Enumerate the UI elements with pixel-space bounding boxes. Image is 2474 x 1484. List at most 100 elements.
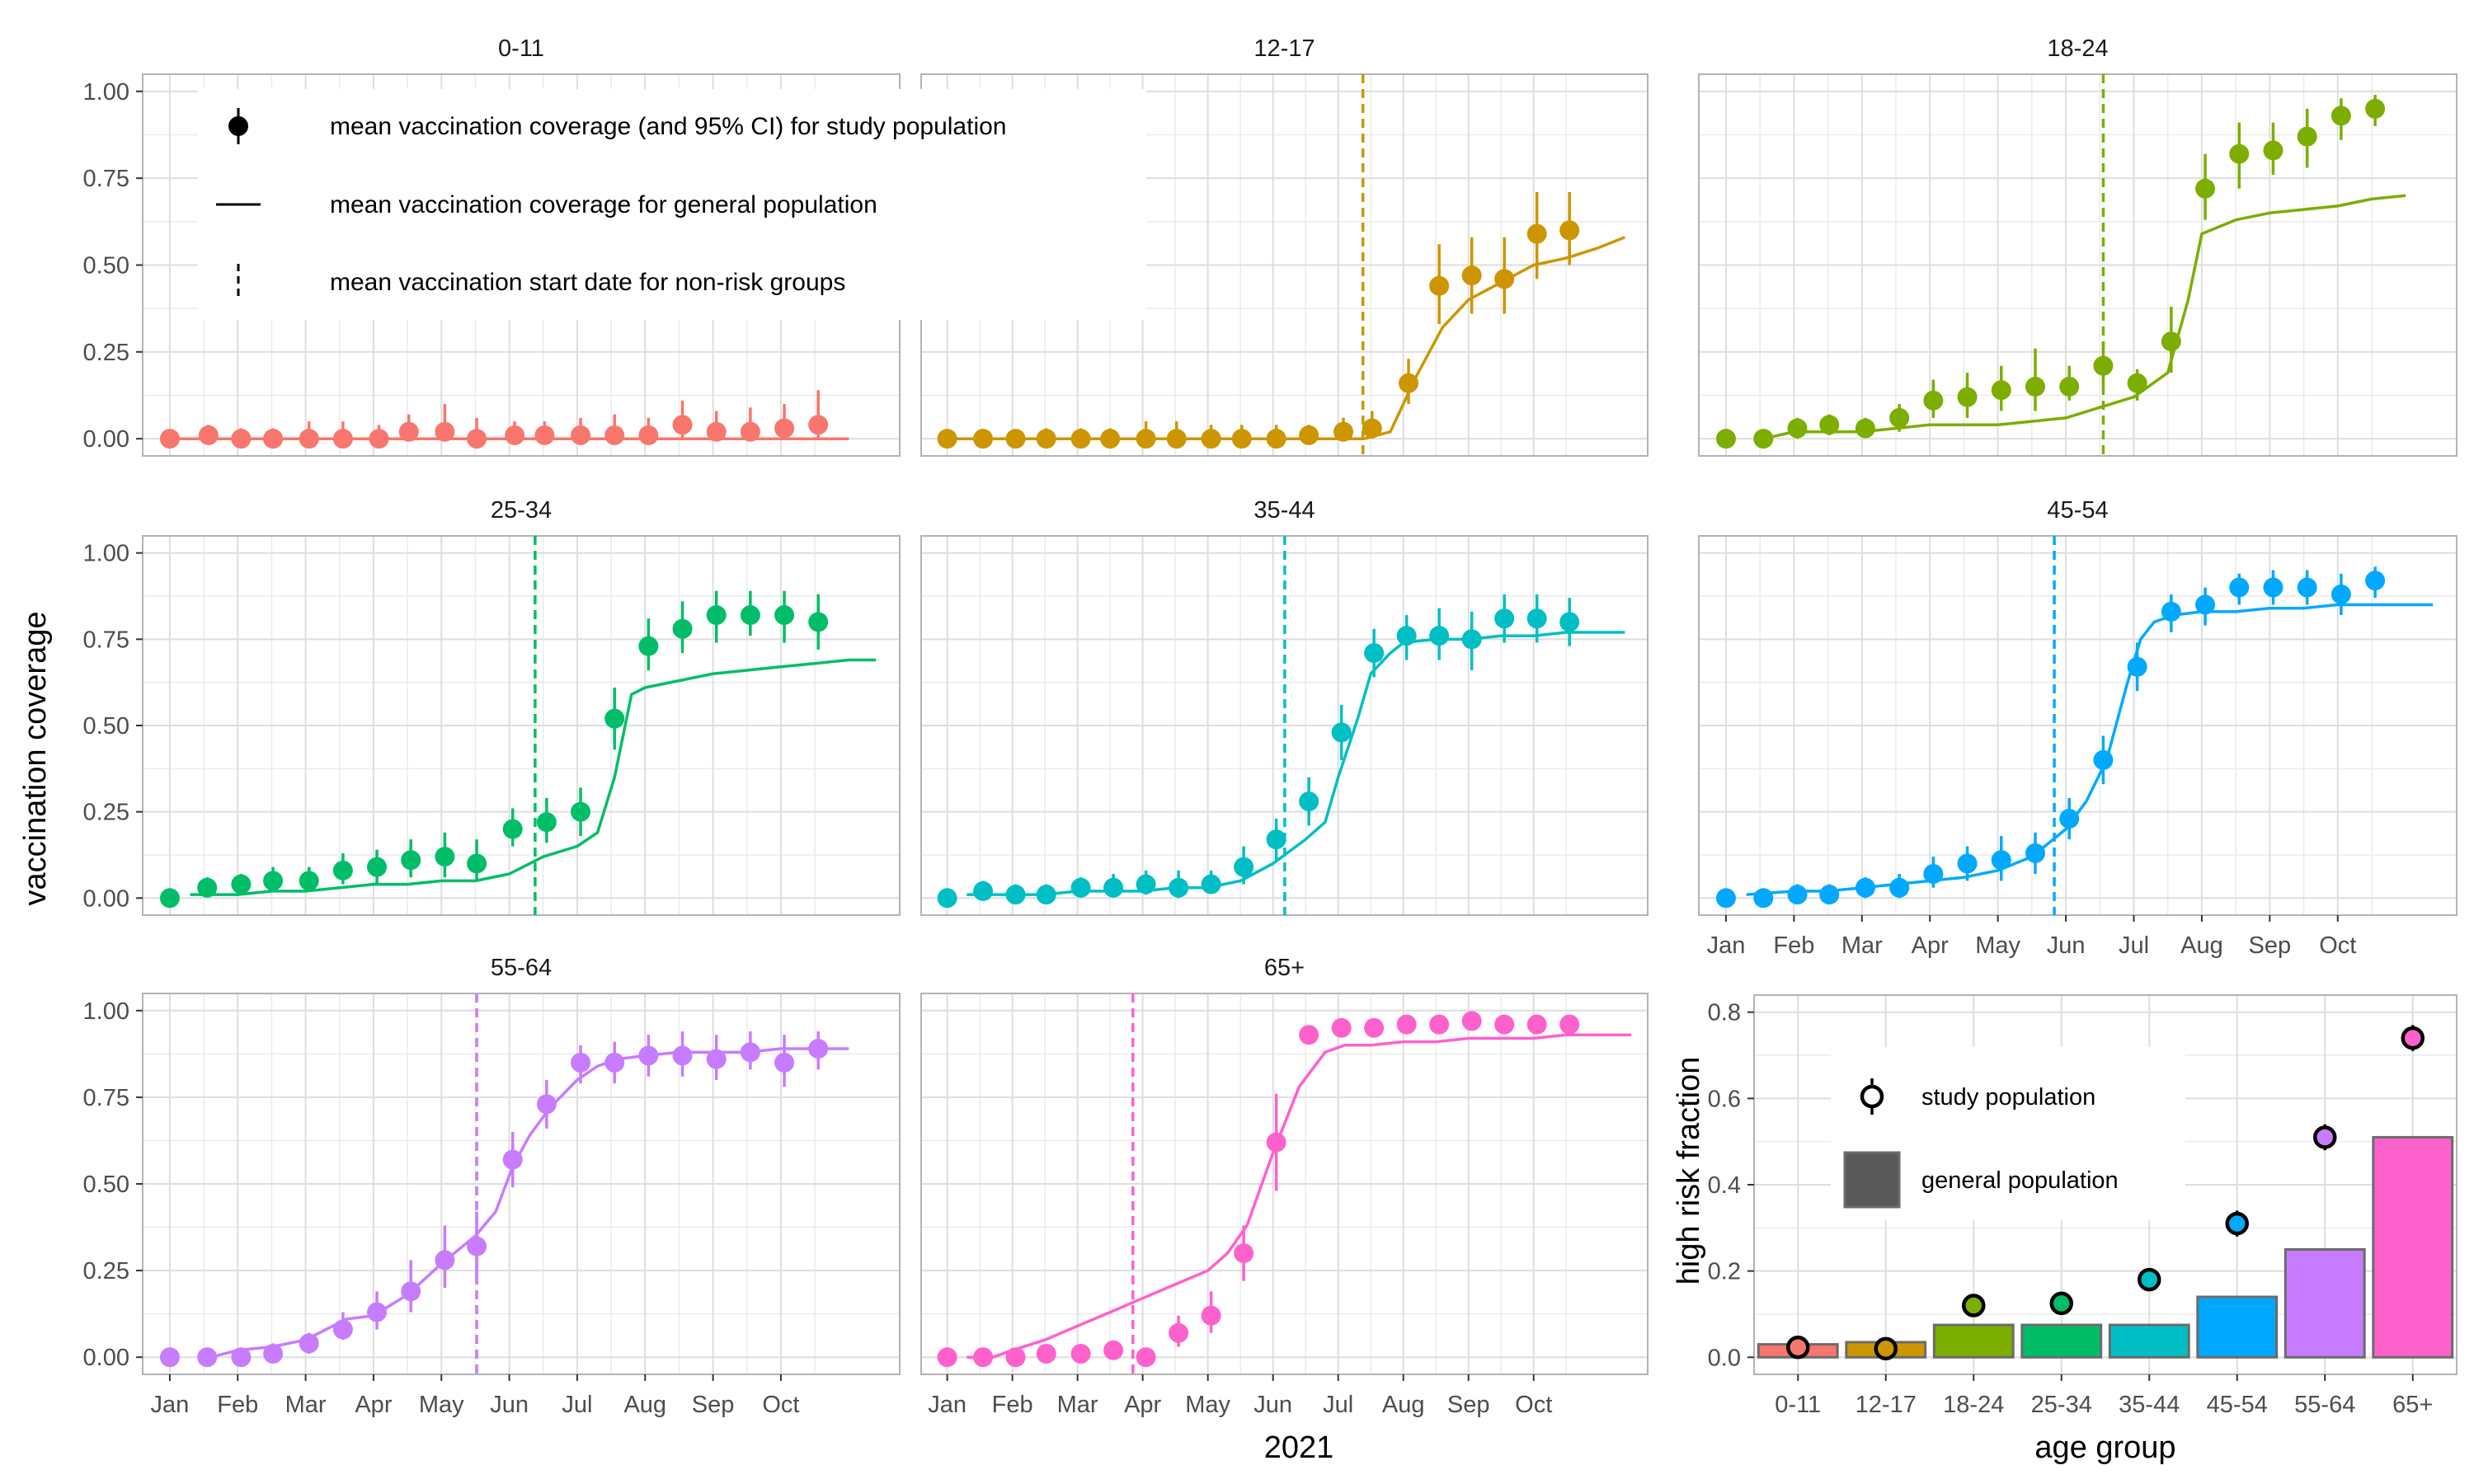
study-point: [937, 429, 957, 449]
study-point: [398, 414, 419, 442]
study-point: [1889, 873, 1910, 899]
study-point: [1787, 417, 1808, 439]
mean-dot: [1461, 1011, 1482, 1031]
study-point: [263, 866, 284, 891]
grid: [143, 993, 900, 1374]
mean-dot: [1461, 629, 1482, 650]
mean-dot: [808, 415, 829, 435]
mean-dot: [534, 425, 555, 445]
mean-dot: [502, 1149, 523, 1170]
panel-12-17: 12-17: [920, 35, 1649, 457]
mean-dot: [1429, 626, 1450, 646]
y-tick-label: 0.0: [1708, 1345, 1741, 1371]
mean-dot: [1819, 885, 1840, 905]
study-point: [1234, 846, 1254, 885]
x-tick-label: Jan: [151, 1392, 190, 1418]
study-point: [1364, 1017, 1385, 1038]
mean-dot: [263, 1344, 284, 1364]
mean-dot: [604, 1052, 625, 1073]
study-point: [1526, 1014, 1547, 1035]
study-point: [467, 417, 487, 449]
mean-dot: [1753, 888, 1774, 909]
mean-dot: [672, 1045, 693, 1066]
mean-dot: [1889, 407, 1910, 428]
study-point: [2365, 95, 2386, 126]
study-point: [604, 687, 625, 750]
mean-dot: [2263, 140, 2284, 161]
mean-dot: [1201, 429, 1221, 449]
x-tick-label: Jan: [928, 1392, 967, 1418]
study-point: [937, 1347, 957, 1368]
study-point: [435, 404, 455, 442]
study-point: [1166, 421, 1187, 449]
mean-dot: [1100, 429, 1121, 449]
mean-dot: [1299, 791, 1319, 812]
study-point: [299, 421, 319, 449]
study-point: [1526, 192, 1547, 279]
mean-dot: [1787, 418, 1808, 439]
mean-dot: [2127, 373, 2147, 393]
mean-dot: [1991, 380, 2011, 401]
study-point: [2331, 573, 2351, 616]
study-point: [706, 590, 727, 643]
panel-border: [1698, 535, 2458, 916]
study-point: [1715, 429, 1736, 449]
study-point: [1559, 1014, 1580, 1035]
y-tick-label: 0.2: [1708, 1259, 1741, 1285]
mean-dot: [2059, 376, 2080, 397]
mean-dot: [367, 1302, 388, 1322]
mean-dot: [1364, 1017, 1385, 1038]
study-point: [1429, 1014, 1450, 1035]
mean-dot: [1136, 429, 1156, 449]
study-point: [435, 832, 455, 878]
x-tick-label: Aug: [2180, 932, 2223, 959]
bar-x-axis-title: age group: [2034, 1430, 2175, 1465]
mean-dot: [604, 708, 625, 729]
study-point: [1923, 857, 1944, 888]
study-point: [1005, 429, 1026, 449]
mean-dot: [467, 853, 487, 874]
study-point: [2263, 122, 2284, 175]
x-tick-label: 35-44: [2119, 1392, 2180, 1418]
study-dot: [1860, 1084, 1884, 1109]
study-point: [2059, 365, 2080, 401]
mean-dot: [536, 812, 557, 833]
mean-dot: [1889, 877, 1910, 898]
study-point: [1889, 404, 1910, 432]
study-dot: [2138, 1267, 2161, 1292]
mean-dot: [1234, 857, 1254, 877]
study-point: [1103, 873, 1124, 898]
study-point: [2229, 122, 2250, 189]
study-dot: [1786, 1336, 1810, 1360]
mean-dot: [2365, 98, 2386, 119]
study-point: [1494, 594, 1515, 643]
study-point: [1266, 425, 1286, 449]
y-tick-label: 0.50: [83, 713, 129, 740]
study-point: [1991, 835, 2011, 881]
study-point: [1331, 704, 1352, 760]
coverage-legend: mean vaccination coverage (and 95% CI) f…: [198, 89, 1146, 320]
mean-dot: [1396, 626, 1417, 646]
x-tick-label: Sep: [1447, 1392, 1490, 1418]
study-point: [740, 590, 760, 636]
x-tick-label: Sep: [692, 1392, 735, 1418]
study-point: [401, 1260, 421, 1313]
study-point: [1299, 1025, 1319, 1045]
y-tick-label: 0.00: [83, 885, 129, 912]
x-tick-label: Apr: [1912, 932, 1949, 959]
study-point: [2161, 594, 2181, 632]
study-point: [672, 1031, 693, 1077]
study-point: [502, 808, 523, 847]
study-point: [2365, 566, 2386, 599]
y-tick-label: 0.00: [83, 426, 129, 453]
study-point: [1957, 846, 1978, 881]
grid: [921, 536, 1648, 915]
mean-dot: [808, 612, 829, 632]
mean-dot: [263, 429, 284, 449]
x-tick-label: Jun: [490, 1392, 529, 1418]
mean-dot: [1036, 1344, 1056, 1364]
mean-dot: [2365, 571, 2386, 591]
x-tick-label: May: [1185, 1392, 1230, 1418]
study-point: [332, 852, 353, 885]
study-point: [1429, 244, 1450, 325]
